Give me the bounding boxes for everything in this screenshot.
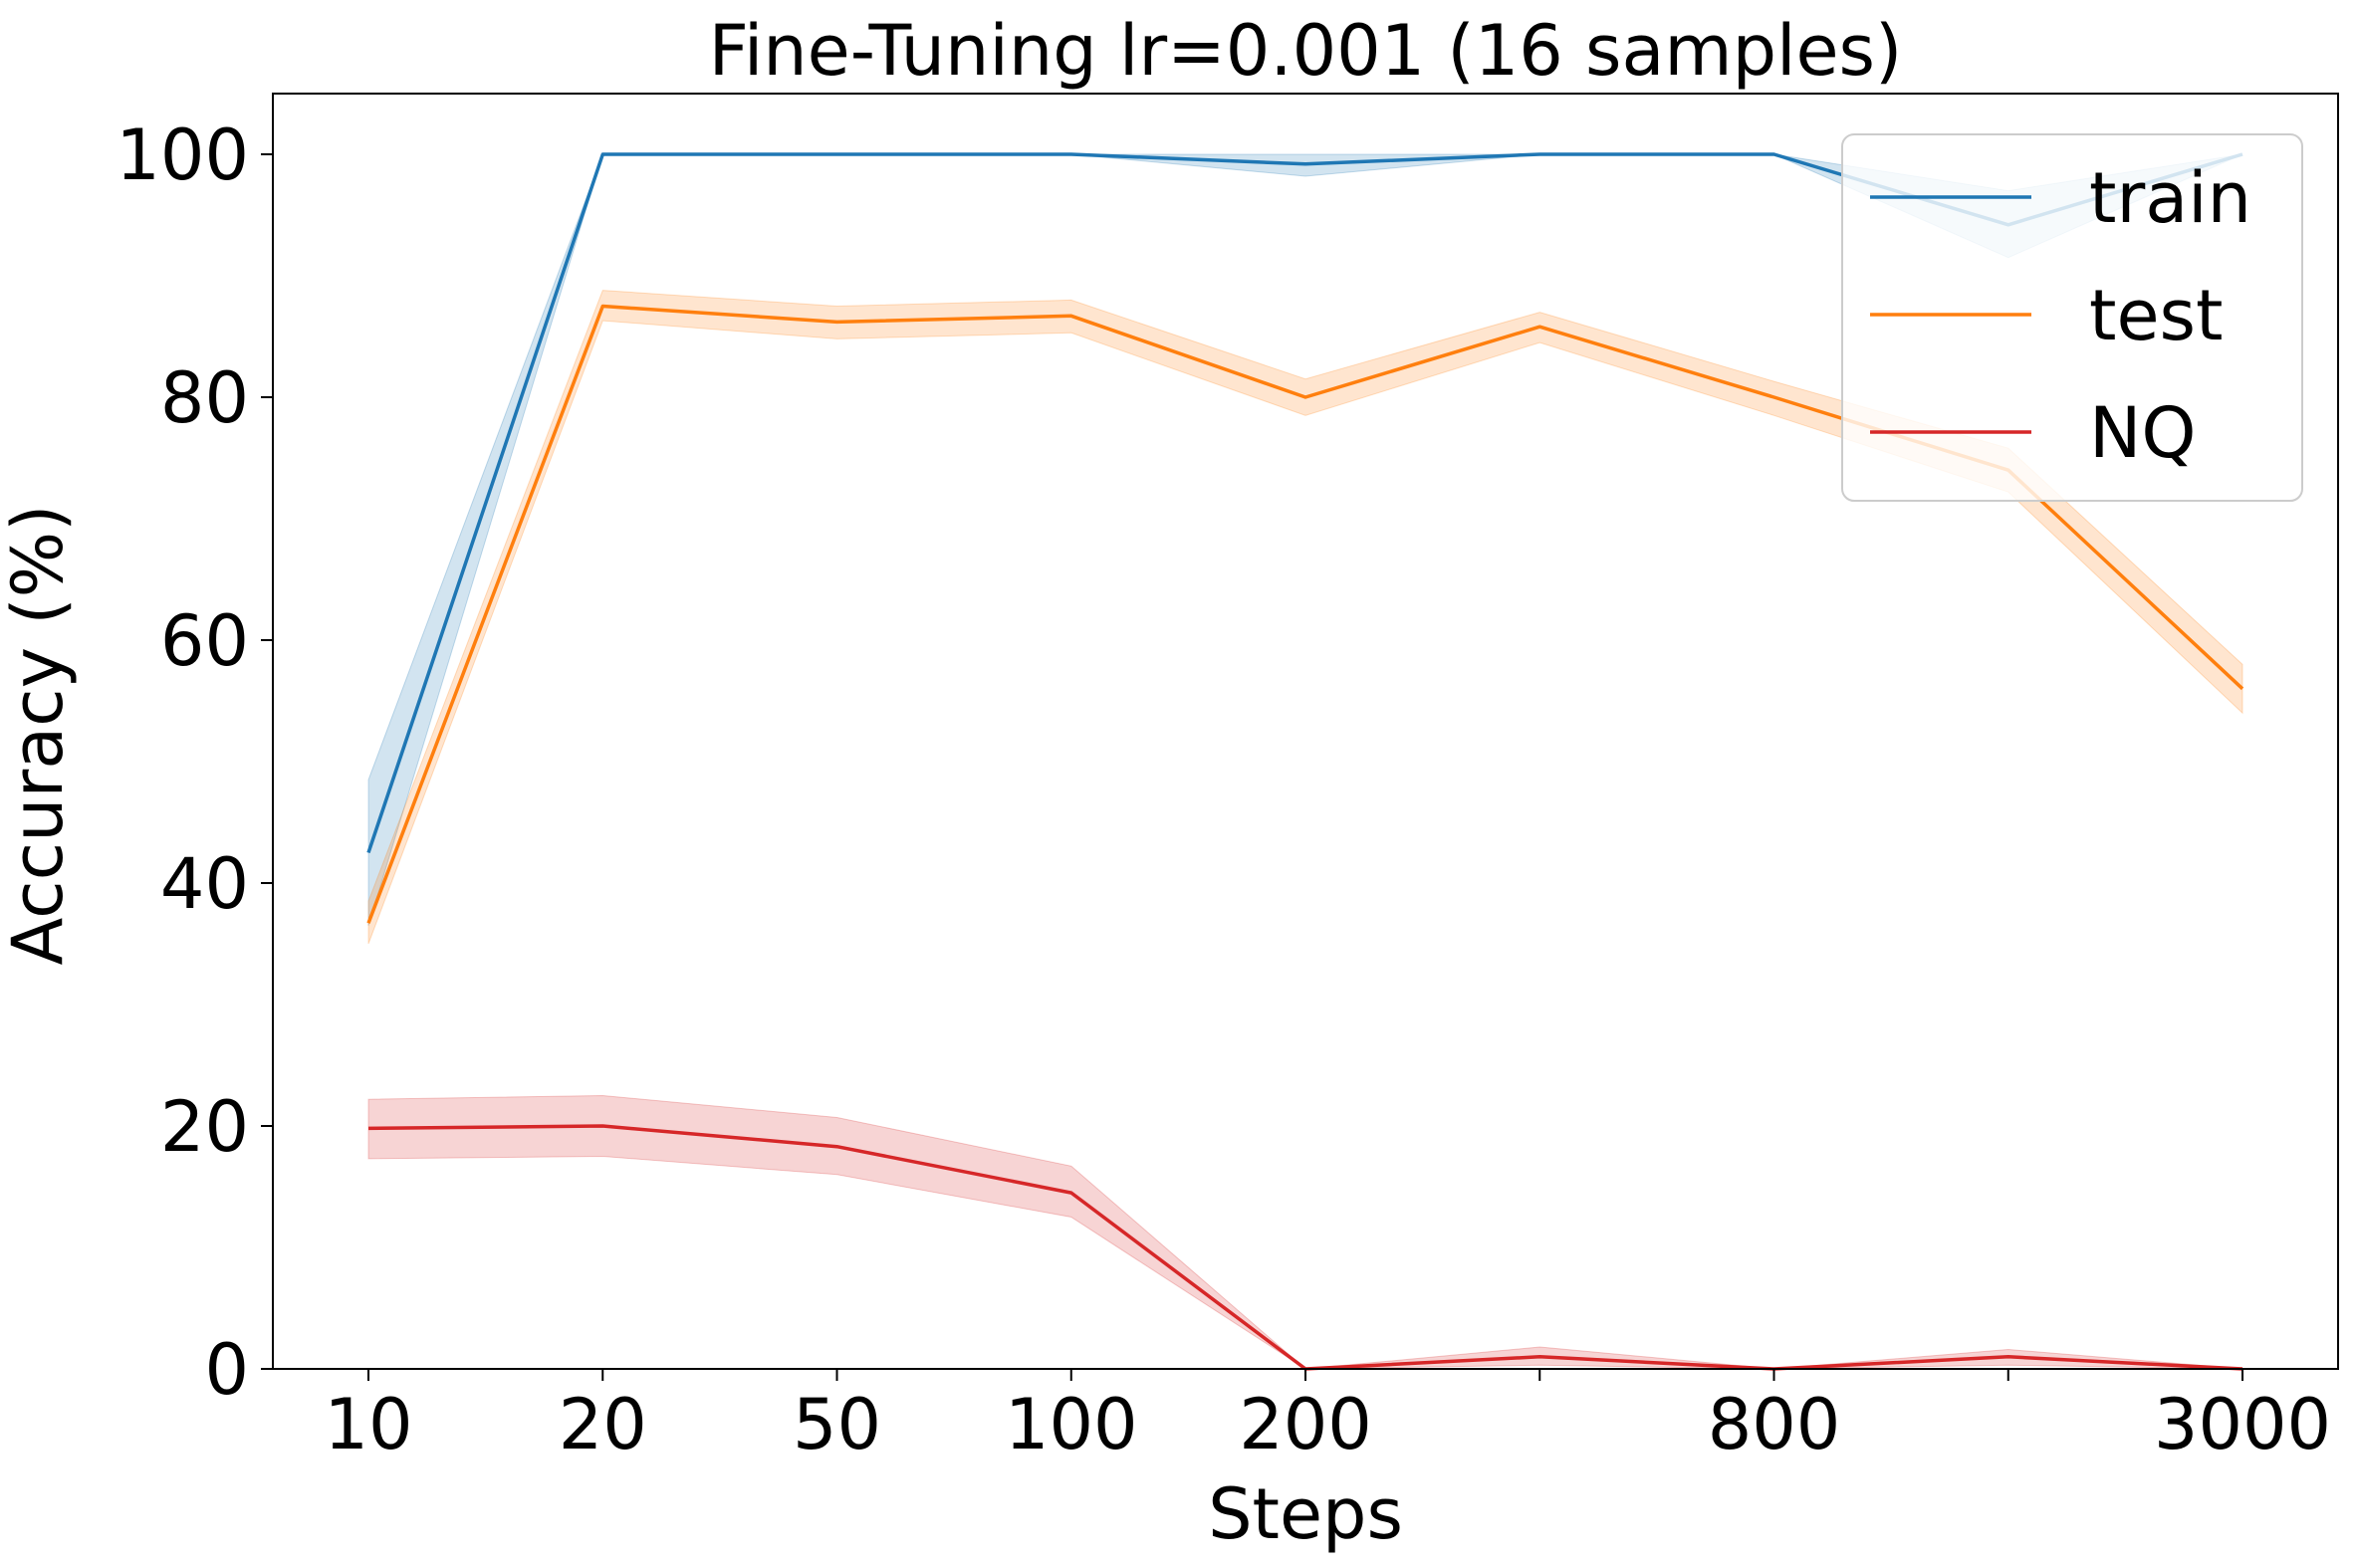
y-axis-label: Accuracy (%): [0, 505, 79, 966]
legend-label-nq: NQ: [2089, 392, 2196, 474]
y-tick-label: 60: [160, 600, 249, 682]
legend: train test NQ: [1841, 133, 2303, 502]
y-tick-label: 80: [160, 357, 249, 439]
x-tick-label: 100: [1005, 1384, 1138, 1465]
y-axis-ticks: 0 20 40 60 80 100: [116, 114, 273, 1411]
y-tick-label: 100: [116, 114, 249, 196]
y-tick-label: 0: [204, 1329, 249, 1411]
band-test: [367, 290, 2243, 945]
x-tick-label: 3000: [2154, 1384, 2331, 1465]
legend-label-train: train: [2089, 157, 2251, 239]
chart-title: Fine-Tuning lr=0.001 (16 samples): [709, 10, 1903, 92]
x-tick-label: 200: [1239, 1384, 1372, 1465]
x-tick-label: 50: [793, 1384, 881, 1465]
x-tick-label: 20: [559, 1384, 647, 1465]
y-tick-label: 40: [160, 843, 249, 925]
y-tick-label: 20: [160, 1086, 249, 1168]
x-tick-label: 10: [324, 1384, 412, 1465]
x-axis-label: Steps: [1208, 1473, 1403, 1555]
series-line-nq: [367, 1124, 2243, 1371]
band-nq: [367, 1094, 2243, 1370]
legend-box: [1841, 133, 2303, 502]
x-tick-label: 800: [1708, 1384, 1841, 1465]
legend-label-test: test: [2089, 275, 2223, 356]
x-axis-ticks: 10 20 50 100 200 800 3000: [324, 1369, 2331, 1465]
